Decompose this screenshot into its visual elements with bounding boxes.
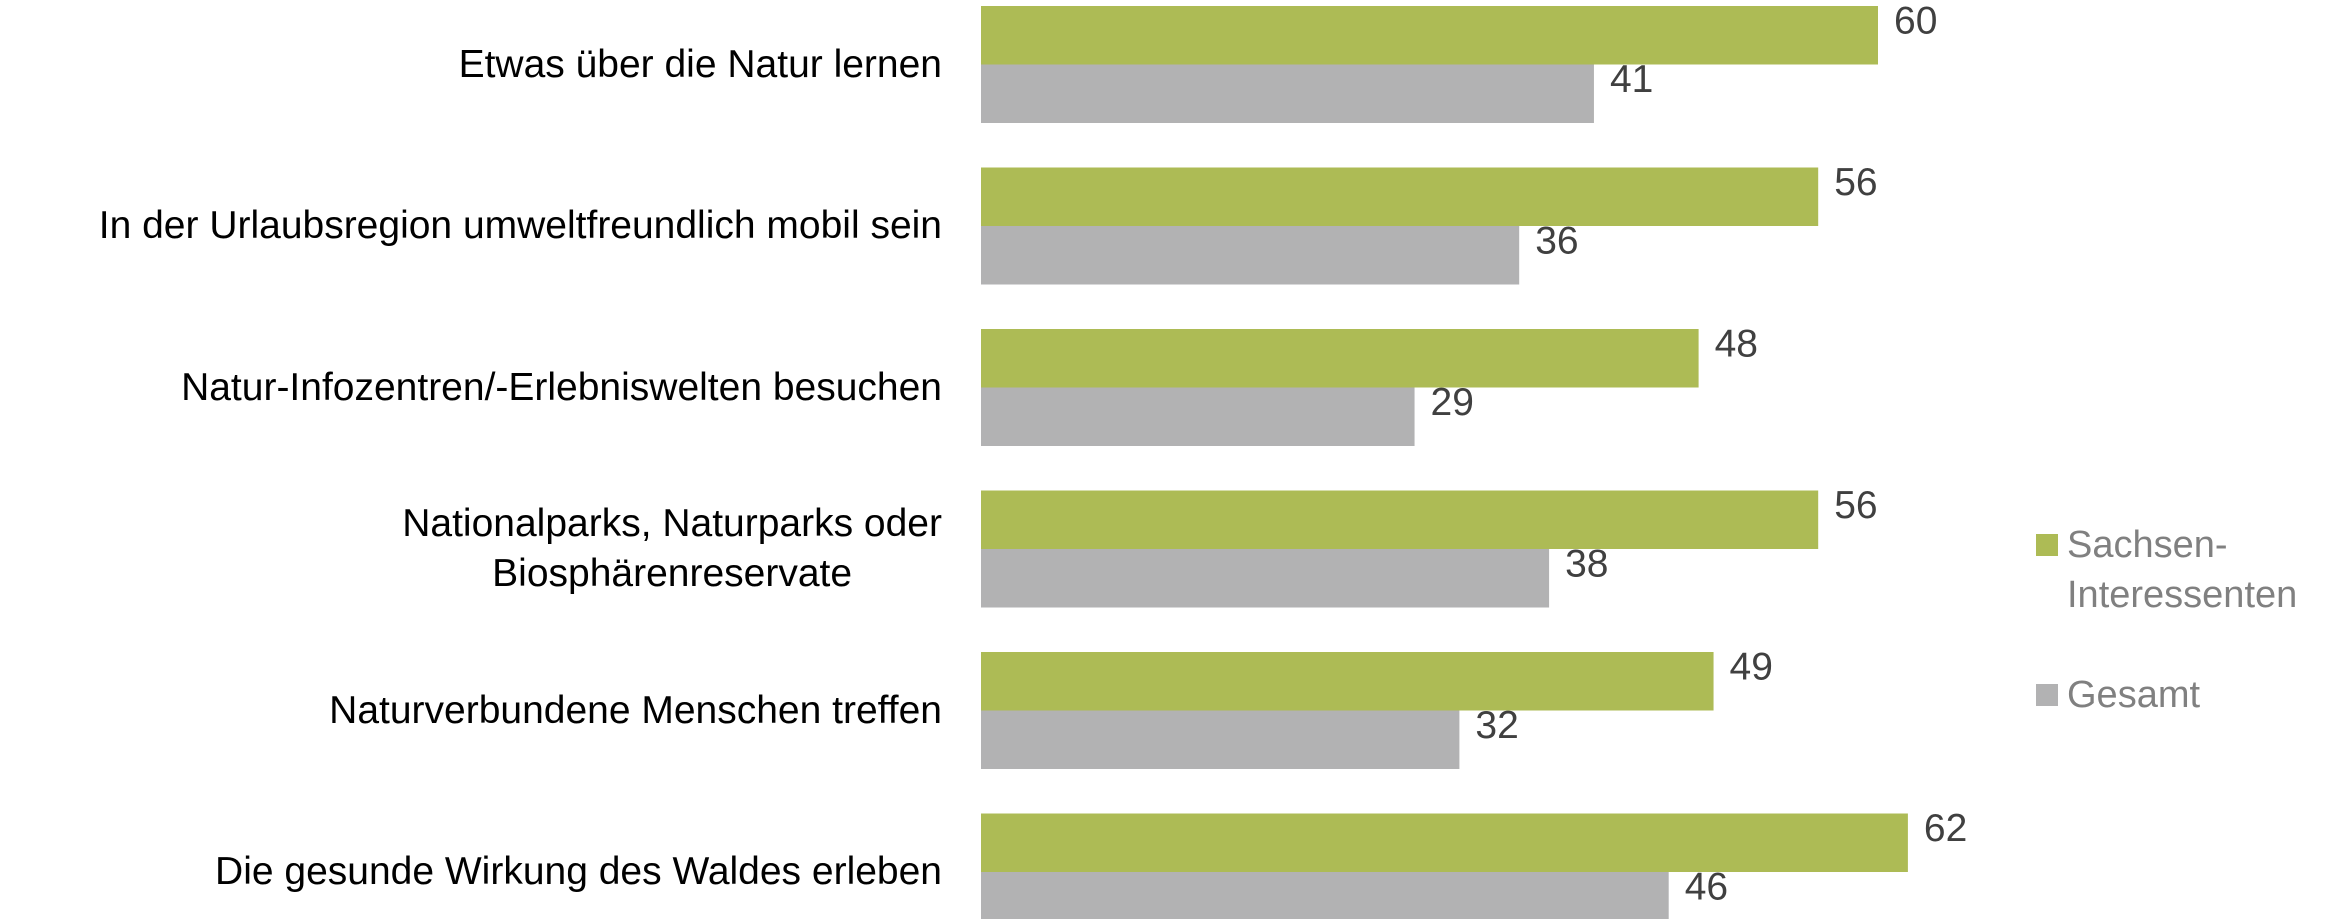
value-label: 49	[1730, 646, 1773, 689]
bar	[981, 387, 1415, 446]
bar	[981, 813, 1908, 872]
category-label: Nationalparks, Naturparks oder Biosphäre…	[402, 502, 942, 595]
legend-swatch	[2036, 534, 2058, 556]
bar	[981, 167, 1819, 226]
category-label: Die gesunde Wirkung des Waldes erleben	[215, 850, 942, 893]
value-label: 56	[1834, 484, 1877, 527]
bar	[981, 710, 1460, 769]
bar	[981, 652, 1714, 711]
value-label: 38	[1565, 543, 1608, 586]
value-label: 62	[1924, 807, 1967, 850]
category-label: Naturverbundene Menschen treffen	[329, 688, 942, 732]
value-label: 29	[1431, 381, 1474, 424]
value-label: 46	[1685, 866, 1728, 909]
bar	[981, 226, 1520, 285]
category-label: In der Urlaubsregion umweltfreundlich mo…	[98, 204, 942, 247]
value-label: 48	[1715, 323, 1758, 366]
legend-label: Gesamt	[2067, 674, 2201, 716]
bar	[981, 6, 1878, 65]
value-label: 32	[1475, 704, 1518, 747]
value-label: 60	[1894, 0, 1937, 43]
legend-label: Sachsen- Interessenten	[2067, 524, 2298, 616]
category-label: Etwas über die Natur lernen	[458, 42, 942, 86]
value-label: 36	[1535, 220, 1578, 263]
value-label: 56	[1834, 161, 1877, 204]
bar	[981, 329, 1699, 388]
bar	[981, 549, 1550, 608]
category-label: Natur-Infozentren/-Erlebniswelten besuch…	[181, 365, 942, 409]
bar	[981, 64, 1594, 123]
bar	[981, 490, 1819, 549]
value-label: 41	[1610, 58, 1653, 101]
legend-swatch	[2036, 684, 2058, 706]
bar	[981, 872, 1669, 919]
